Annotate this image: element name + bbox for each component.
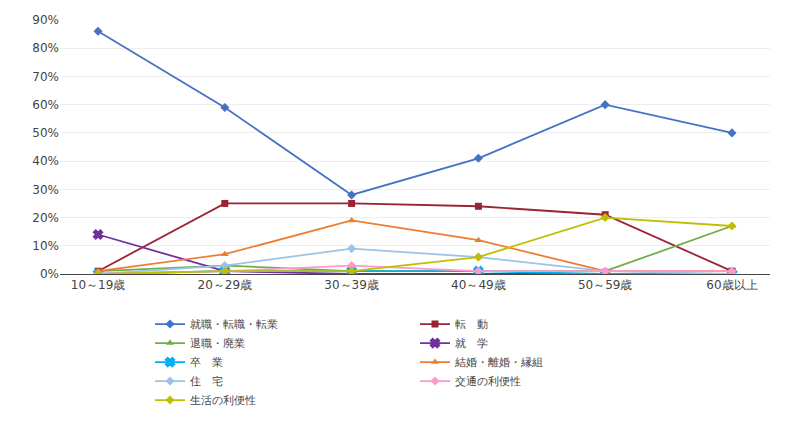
svg-text:90%: 90% [32,13,59,27]
svg-text:80%: 80% [32,41,59,55]
svg-text:交通の利便性: 交通の利便性 [455,375,521,388]
svg-text:60歳以上: 60歳以上 [706,278,757,292]
svg-text:20～29歳: 20～29歳 [198,278,253,292]
svg-text:卒 業: 卒 業 [190,356,223,369]
svg-text:40%: 40% [32,154,59,168]
svg-text:10～19歳: 10～19歳 [71,278,126,292]
svg-text:40～49歳: 40～49歳 [451,278,506,292]
svg-text:転 動: 転 動 [455,318,488,331]
svg-text:結婚・離婚・縁組: 結婚・離婚・縁組 [454,356,543,369]
svg-text:就職・転職・転業: 就職・転職・転業 [190,318,278,331]
svg-text:0%: 0% [40,267,59,281]
svg-text:70%: 70% [32,70,59,84]
svg-text:住 宅: 住 宅 [190,375,223,388]
svg-text:50%: 50% [32,126,59,140]
svg-text:生活の利便性: 生活の利便性 [190,394,256,407]
svg-text:50～59歳: 50～59歳 [578,278,633,292]
svg-text:30%: 30% [32,183,59,197]
svg-text:60%: 60% [32,98,59,112]
svg-text:20%: 20% [32,211,59,225]
svg-text:30～39歳: 30～39歳 [324,278,379,292]
svg-text:10%: 10% [32,239,59,253]
svg-text:就 学: 就 学 [455,337,488,350]
svg-text:退職・廃業: 退職・廃業 [190,337,245,350]
